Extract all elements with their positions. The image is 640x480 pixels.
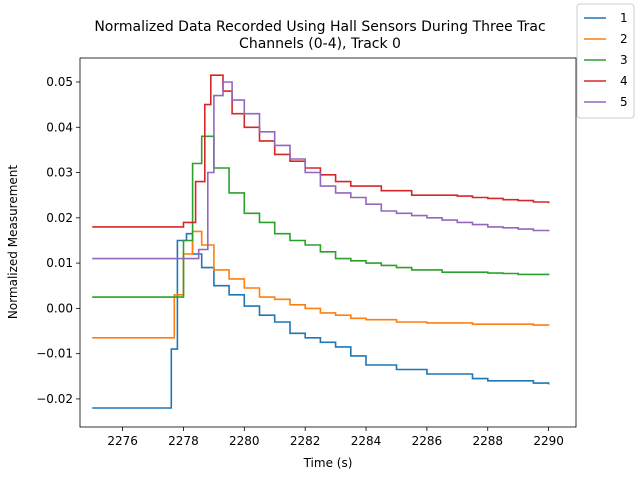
chart-subtitle: Channels (0-4), Track 0 (239, 36, 401, 52)
x-axis-label: Time (s) (303, 456, 353, 470)
y-axis-label: Normalized Measurement (6, 165, 20, 320)
y-axis-ticks: −0.02 −0.01 0.00 0.01 0.02 0.03 0.04 0.05 (36, 75, 80, 406)
legend: 1 2 3 4 5 (576, 3, 635, 119)
legend-label-5: 5 (620, 95, 628, 109)
y-tick-label: −0.01 (36, 347, 73, 361)
x-tick-label: 2276 (107, 434, 138, 448)
legend-frame (576, 3, 635, 119)
x-tick-label: 2278 (168, 434, 199, 448)
x-axis-ticks: 2276 2278 2280 2282 2284 2286 2288 2290 (107, 427, 564, 448)
x-tick-label: 2288 (472, 434, 503, 448)
legend-label-2: 2 (620, 32, 628, 46)
x-tick-label: 2284 (351, 434, 382, 448)
legend-label-1: 1 (620, 11, 628, 25)
x-tick-label: 2282 (290, 434, 321, 448)
x-tick-label: 2280 (229, 434, 260, 448)
series-line-5 (92, 81, 550, 260)
y-tick-label: 0.03 (46, 166, 73, 180)
series-line-2 (92, 230, 550, 339)
axes-frame (79, 57, 577, 428)
legend-label-3: 3 (620, 53, 628, 67)
y-tick-label: 0.02 (46, 211, 73, 225)
chart-title: Normalized Data Recorded Using Hall Sens… (94, 19, 545, 35)
y-tick-label: 0.01 (46, 256, 73, 270)
legend-label-4: 4 (620, 74, 628, 88)
y-tick-label: −0.02 (36, 392, 73, 406)
plot-area (79, 57, 577, 428)
x-tick-label: 2290 (533, 434, 564, 448)
y-tick-label: 0.05 (46, 75, 73, 89)
x-tick-label: 2286 (412, 434, 443, 448)
y-tick-label: 0.00 (46, 301, 73, 315)
y-tick-label: 0.04 (46, 120, 73, 134)
series-layer (92, 74, 550, 409)
